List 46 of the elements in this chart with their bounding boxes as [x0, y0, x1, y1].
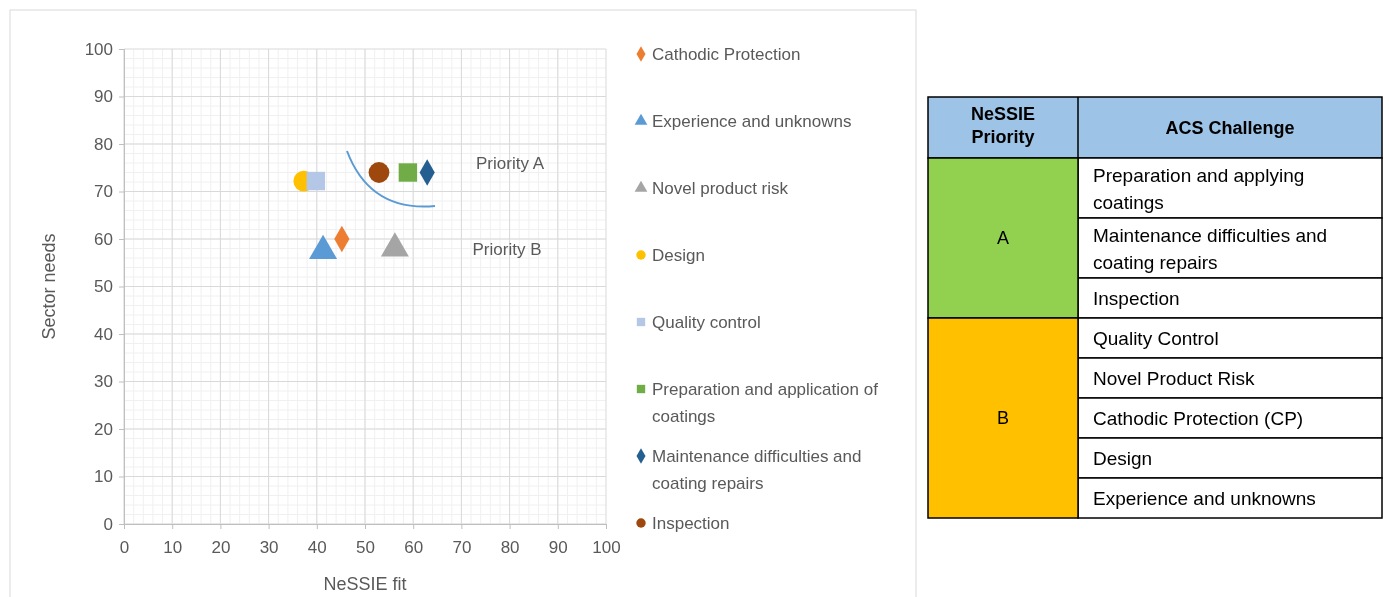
text: Maintenance difficulties and coating repairs [1093, 225, 1328, 273]
legend-label: Novel product risk [652, 179, 789, 198]
y-tick-label: 40 [94, 324, 113, 344]
category-label: NeSSIE Priority [970, 104, 1036, 147]
text: B [996, 408, 1010, 428]
text: Novel Product Risk [1093, 368, 1255, 389]
text: Quality Control [1093, 328, 1219, 349]
y-tick-label: 80 [94, 134, 113, 154]
y-tick-label: 70 [94, 182, 113, 202]
y-tick-label: 30 [94, 372, 113, 392]
x-tick-label: 100 [592, 538, 621, 558]
y-tick-label: 20 [94, 419, 113, 439]
x-tick-label: 30 [259, 538, 279, 558]
x-tick-label: 50 [356, 538, 375, 558]
x-tick-label: 60 [404, 538, 424, 558]
legend-label: Cathodic Protection [652, 45, 801, 64]
legend-label: Quality control [652, 313, 761, 332]
x-tick-label: 0 [119, 538, 130, 558]
x-tick-label: 40 [307, 538, 327, 558]
y-axis-title: Sector needs [39, 233, 59, 340]
x-tick-label: 20 [211, 538, 231, 558]
y-tick-label: 60 [94, 229, 113, 249]
annotation: Priority B [472, 240, 542, 260]
y-tick-label: 0 [103, 514, 113, 534]
y-tick-label: 50 [94, 277, 113, 297]
annotation: Priority A [475, 154, 545, 174]
category-label: ACS Challenge [1165, 118, 1295, 138]
x-tick-label: 80 [500, 538, 520, 558]
x-tick-label: 10 [163, 538, 183, 558]
x-axis-title: NeSSIE fit [323, 574, 407, 594]
text: Inspection [1093, 288, 1180, 309]
legend-label: Experience and unknowns [652, 112, 852, 131]
y-tick-label: 10 [94, 467, 113, 487]
legend-label: Preparation and application of coatings [652, 380, 879, 426]
legend-label: Design [652, 246, 705, 265]
legend-label: Inspection [652, 514, 730, 533]
text: Experience and unknowns [1093, 488, 1316, 509]
text: Design [1093, 448, 1153, 469]
text: A [996, 228, 1010, 248]
y-tick-label: 90 [94, 87, 113, 107]
text: Cathodic Protection (CP) [1093, 408, 1304, 429]
x-tick-label: 70 [452, 538, 472, 558]
y-tick-label: 100 [84, 39, 113, 59]
text: Preparation and applying coatings [1093, 165, 1305, 213]
x-tick-label: 90 [548, 538, 568, 558]
legend-label: Maintenance difficulties and coating repairs [652, 447, 862, 493]
